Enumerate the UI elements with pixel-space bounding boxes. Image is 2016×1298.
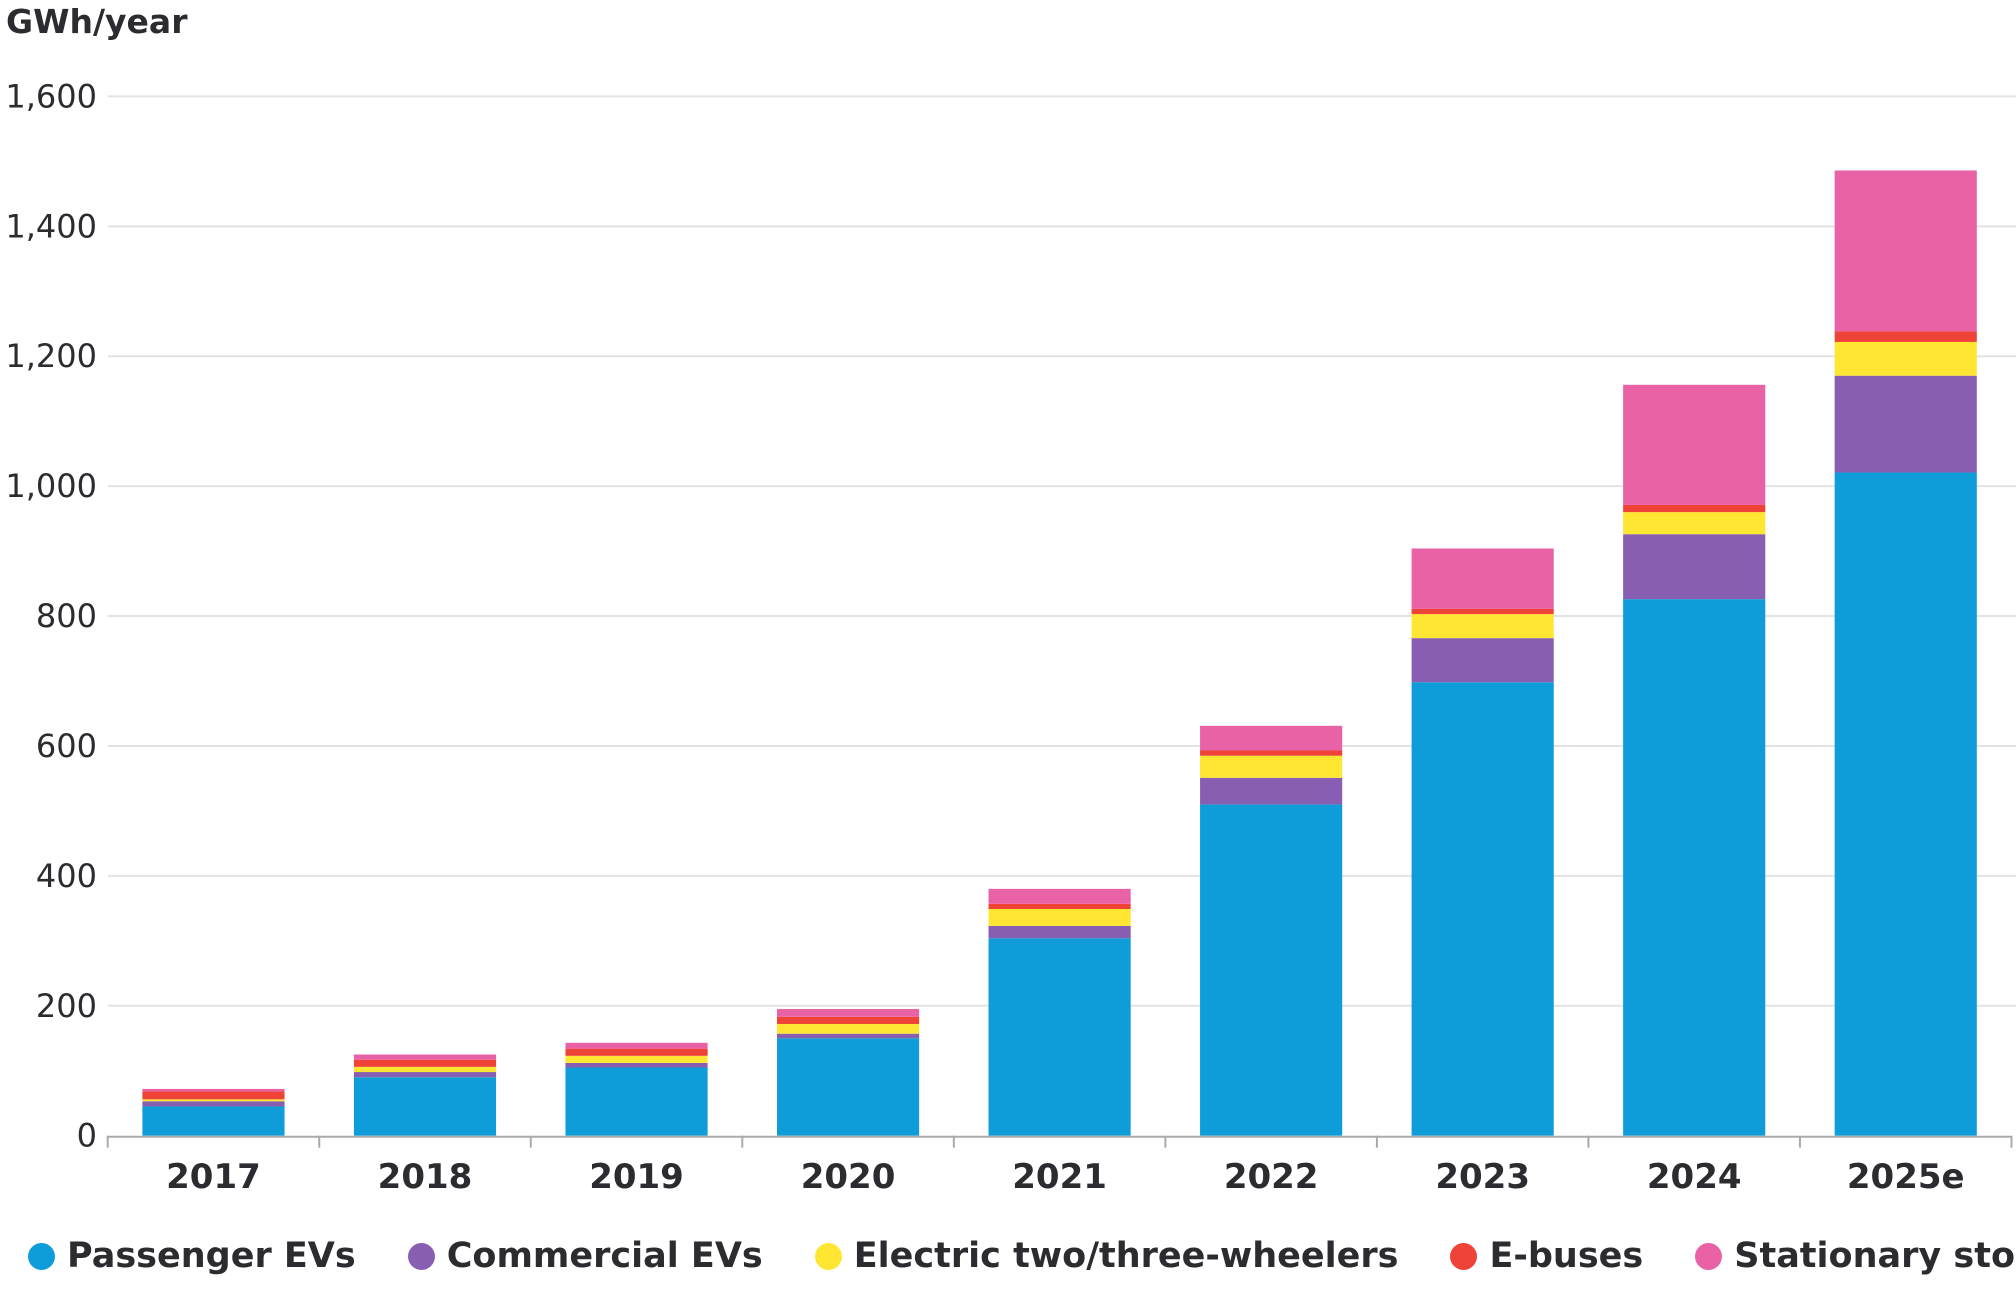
gridlines bbox=[107, 95, 2016, 1007]
x-tick-label: 2019 bbox=[589, 1157, 684, 1197]
legend-label: Electric two/three-wheelers bbox=[853, 1236, 1399, 1276]
y-tick-label: 1,600 bbox=[5, 77, 97, 115]
legend-item: Electric two/three-wheelers bbox=[814, 1236, 1399, 1276]
bar-segment bbox=[1623, 599, 1766, 1136]
bar-segment bbox=[776, 1023, 920, 1034]
y-tick-label: 1,200 bbox=[5, 337, 97, 375]
x-tick-label: 2020 bbox=[801, 1157, 896, 1197]
bar-segment bbox=[565, 1048, 708, 1056]
bar-stack-2017 bbox=[142, 1088, 285, 1136]
y-axis-unit-label: GWh/year bbox=[6, 2, 188, 41]
x-tick-label: 2021 bbox=[1012, 1157, 1107, 1197]
bar-segment bbox=[565, 1067, 708, 1136]
bar-segment bbox=[1200, 750, 1343, 756]
bars bbox=[142, 170, 1977, 1136]
bar-segment bbox=[142, 1101, 285, 1107]
legend-item: Stationary storage bbox=[1695, 1236, 2016, 1276]
bar-segment bbox=[988, 903, 1131, 910]
bar-segment bbox=[776, 1016, 920, 1024]
bar-segment bbox=[1200, 725, 1343, 751]
bar-segment bbox=[1200, 755, 1343, 778]
legend-label: Stationary storage bbox=[1734, 1236, 2016, 1276]
x-tick-label: 2018 bbox=[378, 1157, 473, 1197]
legend-swatch-icon bbox=[1450, 1242, 1478, 1270]
bar-segment bbox=[988, 938, 1131, 1136]
bar-segment bbox=[1411, 638, 1554, 683]
y-tick-label: 600 bbox=[36, 727, 97, 765]
bar-segment bbox=[776, 1038, 920, 1136]
legend-swatch-icon bbox=[1695, 1242, 1723, 1270]
y-tick-label: 800 bbox=[36, 597, 97, 635]
bar-segment bbox=[353, 1077, 497, 1136]
bar-stack-2020 bbox=[776, 1009, 920, 1136]
legend-swatch-icon bbox=[28, 1242, 55, 1270]
bar-segment bbox=[1623, 512, 1766, 535]
legend: Passenger EVs Commercial EVs Electric two/… bbox=[28, 1236, 2016, 1276]
bar-segment bbox=[1411, 682, 1554, 1136]
bar-stack-2024 bbox=[1623, 384, 1766, 1136]
bar-segment bbox=[988, 909, 1131, 926]
bar-segment bbox=[142, 1088, 285, 1092]
bar-segment bbox=[565, 1055, 708, 1063]
x-tick-label: 2022 bbox=[1224, 1157, 1319, 1197]
bar-segment bbox=[142, 1106, 285, 1136]
bar-stack-2019 bbox=[565, 1042, 708, 1136]
bar-segment bbox=[1200, 777, 1343, 805]
bar-segment bbox=[353, 1059, 497, 1067]
y-tick-label: 1,000 bbox=[5, 467, 97, 505]
y-axis-ticks: 0 200 400 600 800 1,000 1,200 1,400 1,600 bbox=[5, 77, 97, 1154]
bar-segment bbox=[988, 925, 1131, 939]
legend-item: Passenger EVs bbox=[28, 1236, 356, 1276]
legend-label: Commercial EVs bbox=[446, 1236, 763, 1276]
bar-stack-2022 bbox=[1200, 725, 1343, 1136]
bar-stack-2018 bbox=[353, 1054, 497, 1136]
legend-swatch-icon bbox=[407, 1242, 435, 1270]
bar-segment bbox=[1623, 534, 1766, 600]
legend-item: Commercial EVs bbox=[407, 1236, 763, 1276]
legend-label: Passenger EVs bbox=[67, 1236, 356, 1276]
x-tick-label: 2025e bbox=[1847, 1157, 1965, 1197]
bar-segment bbox=[1411, 548, 1554, 609]
bar-segment bbox=[1834, 341, 1977, 376]
y-tick-label: 1,400 bbox=[5, 207, 97, 245]
bar-stack-2021 bbox=[988, 888, 1131, 1136]
bar-segment bbox=[1623, 384, 1766, 505]
bar-segment bbox=[1834, 170, 1977, 332]
bar-stack-2023 bbox=[1411, 548, 1554, 1136]
bar-segment bbox=[776, 1033, 920, 1039]
bar-segment bbox=[353, 1072, 497, 1078]
y-tick-label: 200 bbox=[36, 987, 97, 1025]
bar-segment bbox=[1623, 504, 1766, 513]
y-tick-label: 0 bbox=[77, 1117, 97, 1155]
bar-segment bbox=[1834, 331, 1977, 342]
bar-stack-2025e bbox=[1834, 170, 1977, 1136]
bar-segment bbox=[142, 1091, 285, 1100]
bar-segment bbox=[565, 1042, 708, 1049]
bar-segment bbox=[1834, 472, 1977, 1136]
bar-segment bbox=[988, 888, 1131, 904]
x-tick-label: 2023 bbox=[1435, 1157, 1530, 1197]
legend-label: E-buses bbox=[1489, 1236, 1644, 1276]
bar-segment bbox=[1411, 608, 1554, 615]
bar-segment bbox=[565, 1062, 708, 1068]
x-tick-label: 2024 bbox=[1647, 1157, 1742, 1197]
bar-segment bbox=[353, 1066, 497, 1073]
bar-segment bbox=[142, 1099, 285, 1102]
legend-swatch-icon bbox=[814, 1242, 842, 1270]
y-tick-label: 400 bbox=[36, 857, 97, 895]
bar-segment bbox=[1200, 804, 1343, 1136]
x-axis: 2017 2018 2019 2020 2021 2022 2023 2024 2025e bbox=[106, 1135, 2013, 1197]
legend-item: E-buses bbox=[1450, 1236, 1643, 1276]
bar-segment bbox=[353, 1054, 497, 1060]
bar-segment bbox=[776, 1009, 920, 1017]
bar-segment bbox=[1411, 614, 1554, 639]
bar-segment bbox=[1834, 375, 1977, 473]
x-tick-label: 2017 bbox=[166, 1157, 261, 1197]
